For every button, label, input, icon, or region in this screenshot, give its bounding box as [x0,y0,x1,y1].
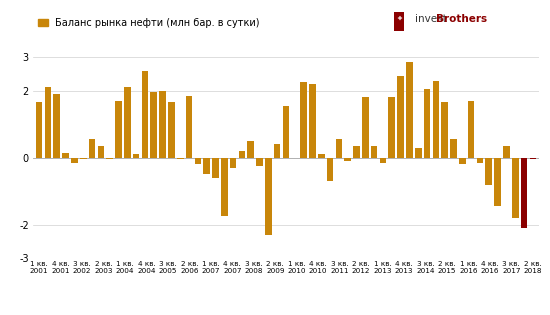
Bar [336,139,342,158]
Bar [468,101,475,158]
Bar [512,158,519,218]
Bar [80,158,86,159]
Bar [256,158,263,166]
Bar [186,96,192,158]
Bar [106,158,113,159]
Bar [239,151,245,158]
Bar [415,148,421,158]
Bar [406,62,412,158]
Bar [388,97,395,158]
Bar [212,158,219,178]
Bar [362,97,369,158]
Bar [477,158,483,163]
Bar [195,158,201,164]
Bar [503,146,510,158]
Bar [344,158,351,161]
Legend: Баланс рынка нефти (млн бар. в сутки): Баланс рынка нефти (млн бар. в сутки) [38,18,260,28]
Bar [432,81,439,158]
Bar [441,102,448,158]
Bar [397,76,404,158]
Bar [300,82,307,158]
Bar [142,71,148,158]
Text: ᐩ: ᐩ [396,14,402,29]
Bar [133,154,140,158]
Bar [89,139,95,158]
Bar [530,158,536,159]
Bar [486,158,492,185]
Bar [494,158,501,206]
Bar [248,141,254,158]
Bar [450,139,457,158]
Text: invest: invest [415,14,447,24]
Bar [459,158,466,164]
Bar [160,91,166,158]
Bar [221,158,228,216]
Bar [424,89,430,158]
Bar [115,101,122,158]
Bar [97,146,104,158]
Bar [151,92,157,158]
Bar [353,146,360,158]
Bar [230,158,236,168]
Bar [36,102,42,158]
Bar [521,158,527,228]
Bar [309,84,316,158]
Bar [71,158,78,163]
Bar [204,158,210,175]
Text: Brothers: Brothers [436,14,487,24]
Bar [265,158,272,235]
Bar [124,87,131,158]
Bar [283,106,289,158]
Bar [327,158,333,181]
Bar [53,94,60,158]
Bar [274,144,280,158]
Bar [45,87,51,158]
Bar [62,153,69,158]
Bar [318,154,324,158]
Bar [177,158,184,159]
Bar [168,102,175,158]
Bar [379,158,386,163]
Bar [371,146,377,158]
